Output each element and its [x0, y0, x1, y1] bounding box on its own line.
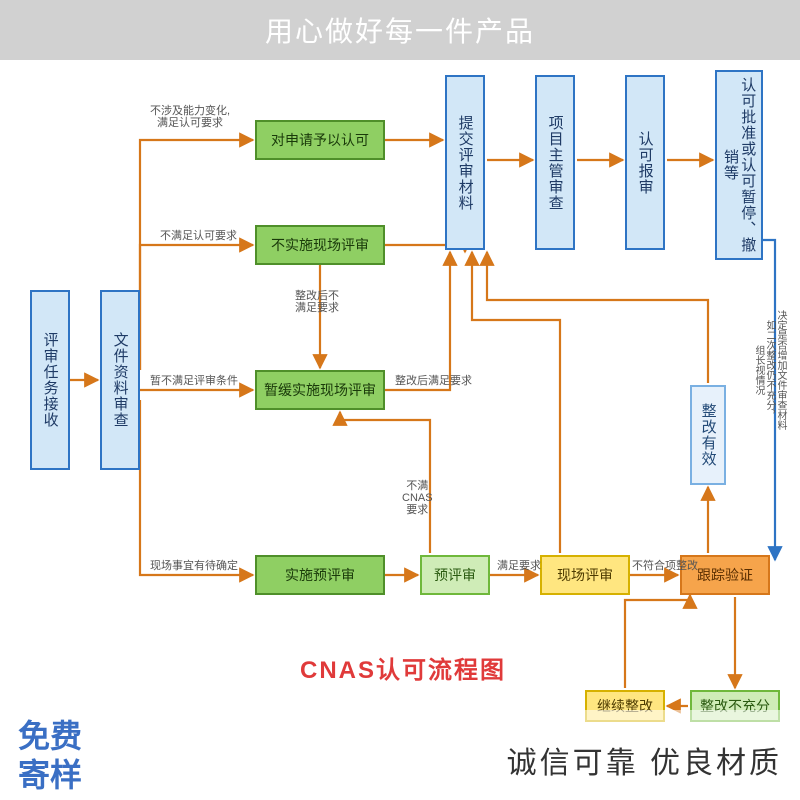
- arrow-13: [472, 252, 560, 553]
- edge-label-8: 不符合项整改: [632, 560, 698, 572]
- node-n13: 认可报审: [625, 75, 665, 250]
- node-n4: 不实施现场评审: [255, 225, 385, 265]
- diagram-title: CNAS认可流程图: [300, 650, 506, 685]
- edge-label-3: 暂不满足评审条件: [150, 375, 238, 387]
- free-sample-text: 免费 寄样: [18, 718, 82, 792]
- edge-label-1: 不满足认可要求: [160, 230, 237, 242]
- node-n6: 实施预评审: [255, 555, 385, 595]
- node-n10: 整改有效: [690, 385, 726, 485]
- node-n5: 暂缓实施现场评审: [255, 370, 385, 410]
- top-banner-text: 用心做好每一件产品: [265, 10, 535, 50]
- arrow-4: [140, 400, 253, 575]
- arrow-8: [385, 252, 450, 390]
- bottom-slogan: 诚信可靠 优良材质: [507, 738, 782, 782]
- node-n12: 项目主管审查: [535, 75, 575, 250]
- node-n7: 预评审: [420, 555, 490, 595]
- edge-label-7: 满足要求: [497, 560, 541, 572]
- edge-label-2: 整改后不 满足要求: [295, 290, 339, 314]
- edge-label-6: 不满 CNAS 要求: [402, 480, 433, 516]
- edge-label-0: 不涉及能力变化, 满足认可要求: [150, 105, 230, 129]
- node-n3: 对申请予以认可: [255, 120, 385, 160]
- node-n1: 评审任务接收: [30, 290, 70, 470]
- edge-label-9: 决定是否增加文件审查材料 如二次整改仍不充分， 组长视情况: [753, 310, 786, 430]
- arrow-15: [487, 252, 708, 383]
- arrow-1: [140, 140, 253, 370]
- arrow-2: [140, 245, 253, 370]
- node-n2: 文件资料审查: [100, 290, 140, 470]
- edge-label-5: 现场事宜有待确定: [150, 560, 238, 572]
- top-banner: 用心做好每一件产品: [0, 0, 800, 60]
- node-n14: 认可批准或认可暂停、撤销等: [715, 70, 763, 260]
- node-n8: 现场评审: [540, 555, 630, 595]
- free-sample-badge: 免费 寄样: [18, 717, 82, 794]
- edge-label-4: 整改后满足要求: [395, 375, 472, 387]
- arrow-22: [625, 595, 690, 688]
- node-n11: 提交评审材料: [445, 75, 485, 250]
